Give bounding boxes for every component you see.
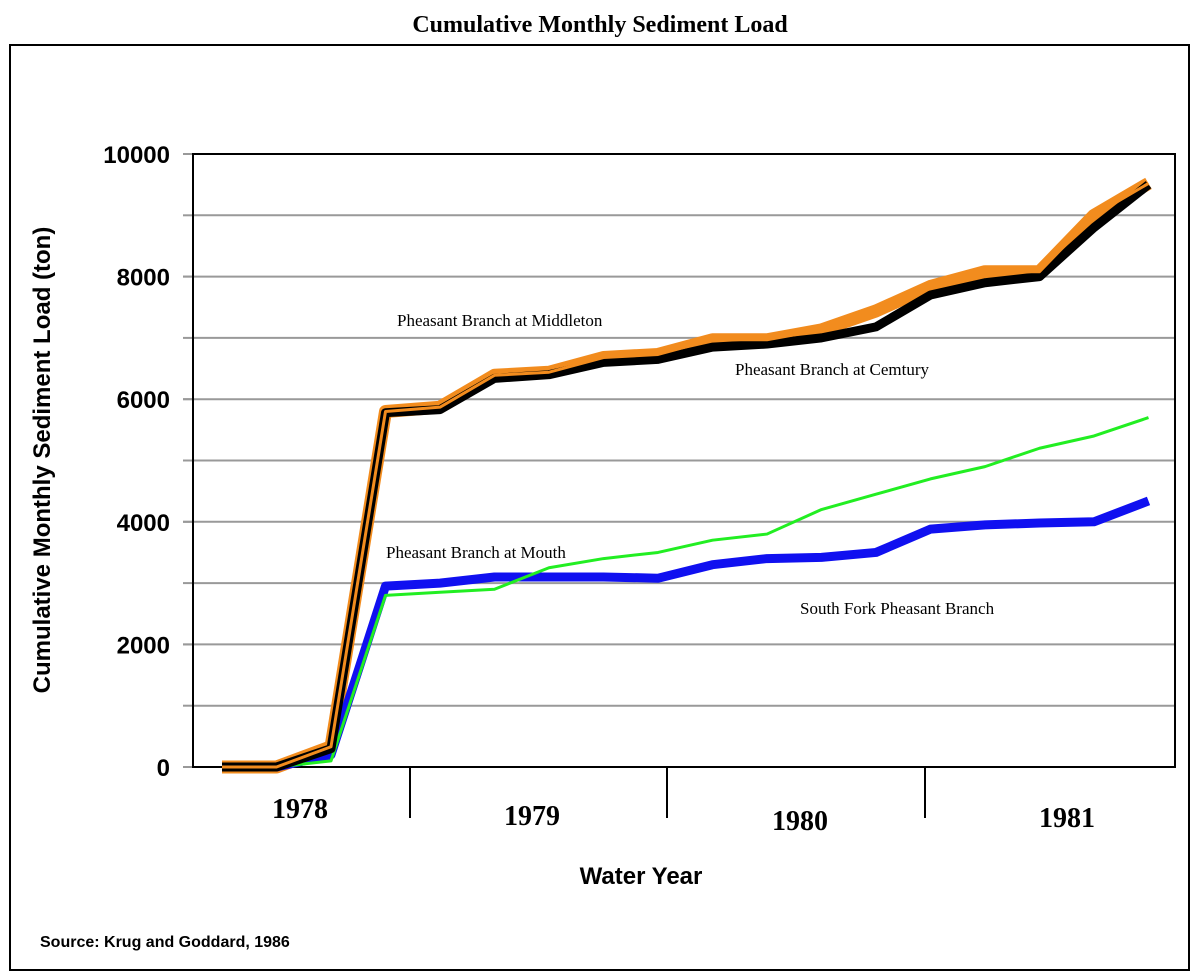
series-label: Pheasant Branch at Mouth xyxy=(386,543,566,562)
y-tick-label: 6000 xyxy=(117,387,170,414)
series-line xyxy=(222,182,1150,769)
x-group-label: 1980 xyxy=(772,806,828,837)
outer-frame xyxy=(9,44,1190,971)
x-axis-label: Water Year xyxy=(580,863,703,890)
series-label: Pheasant Branch at Middleton xyxy=(397,311,603,330)
series-label: South Fork Pheasant Branch xyxy=(800,599,995,618)
series-line xyxy=(222,496,1151,772)
y-axis-label: Cumulative Monthly Sediment Load (ton) xyxy=(29,227,56,694)
x-group-label: 1981 xyxy=(1039,803,1095,834)
x-group-label: 1978 xyxy=(272,794,328,825)
source-note: Source: Krug and Goddard, 1986 xyxy=(40,934,290,951)
y-tick-label: 10000 xyxy=(103,142,170,169)
plot-frame xyxy=(192,153,1176,768)
y-tick-label: 8000 xyxy=(117,265,170,292)
series-label: Pheasant Branch at Cemtury xyxy=(735,360,930,379)
y-tick-label: 4000 xyxy=(117,510,170,537)
chart-title: Cumulative Monthly Sediment Load xyxy=(412,12,788,38)
y-tick-label: 2000 xyxy=(117,632,170,659)
y-tick-label: 0 xyxy=(157,755,170,782)
series-line xyxy=(222,416,1149,769)
x-group-label: 1979 xyxy=(504,801,560,832)
